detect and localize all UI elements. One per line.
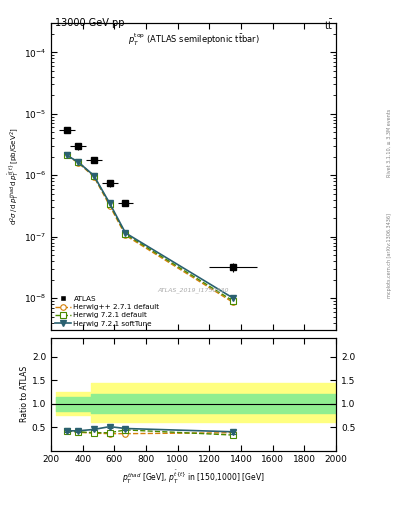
Text: ATLAS_2019_I1750330: ATLAS_2019_I1750330 bbox=[158, 288, 229, 293]
X-axis label: $p_T^{thad}$ [GeV], $p_T^{\bar{t}\{t\}}$ in [150,1000] [GeV]: $p_T^{thad}$ [GeV], $p_T^{\bar{t}\{t\}}$… bbox=[122, 468, 265, 486]
Y-axis label: Ratio to ATLAS: Ratio to ATLAS bbox=[20, 366, 29, 422]
Legend: ATLAS, Herwig++ 2.7.1 default, Herwig 7.2.1 default, Herwig 7.2.1 softTune: ATLAS, Herwig++ 2.7.1 default, Herwig 7.… bbox=[55, 296, 160, 327]
Text: 13000 GeV pp: 13000 GeV pp bbox=[55, 18, 125, 28]
Text: mcplots.cern.ch [arXiv:1306.3436]: mcplots.cern.ch [arXiv:1306.3436] bbox=[387, 214, 391, 298]
Text: $\rm t\bar{t}$: $\rm t\bar{t}$ bbox=[325, 18, 334, 32]
Y-axis label: $\mathrm{d}^2\sigma\,/\,\mathrm{d}\,p_T^{thad}\,\mathrm{d}\,p_T^{\bar{t}\{t\}}\,: $\mathrm{d}^2\sigma\,/\,\mathrm{d}\,p_T^… bbox=[6, 128, 21, 225]
Text: Rivet 3.1.10, ≥ 3.3M events: Rivet 3.1.10, ≥ 3.3M events bbox=[387, 109, 391, 178]
Text: $p_T^{\rm top}$ (ATLAS semileptonic t$\bar{\rm t}$bar): $p_T^{\rm top}$ (ATLAS semileptonic t$\b… bbox=[128, 32, 259, 49]
